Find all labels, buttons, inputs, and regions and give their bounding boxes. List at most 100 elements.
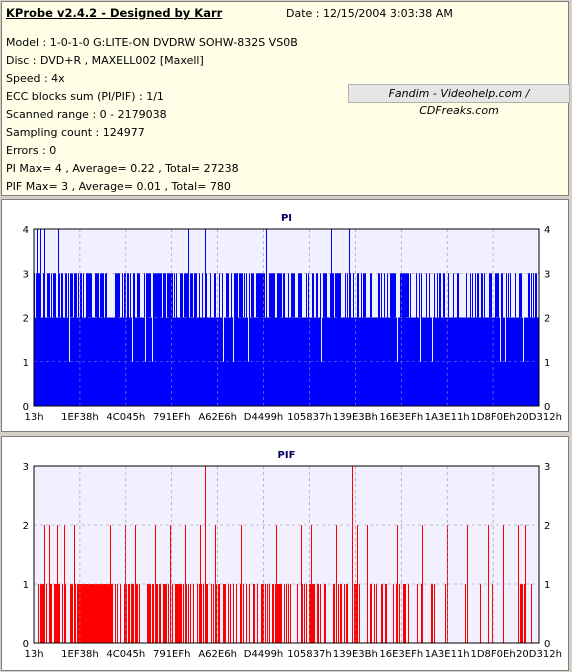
bar: [303, 317, 304, 406]
bar: [451, 317, 452, 406]
bar: [298, 273, 299, 406]
bar: [382, 584, 383, 643]
bar: [110, 317, 111, 406]
bar: [77, 584, 78, 643]
x-tick-label: 1A3E11h: [425, 649, 470, 660]
bar: [189, 317, 190, 406]
bar: [529, 273, 530, 406]
bar: [350, 273, 351, 406]
bar: [56, 317, 57, 406]
bar: [95, 584, 96, 643]
bar: [178, 584, 179, 643]
bar: [314, 584, 315, 643]
bar: [170, 525, 171, 643]
bar: [446, 317, 447, 406]
bar: [421, 273, 422, 406]
bar: [109, 317, 110, 406]
bar: [154, 273, 155, 406]
bar: [465, 584, 466, 643]
bar: [228, 584, 229, 643]
bar: [312, 584, 313, 643]
bar: [515, 273, 516, 406]
bar: [140, 317, 141, 406]
bar: [381, 584, 382, 643]
bar: [506, 273, 507, 406]
bar: [374, 584, 375, 643]
bar: [345, 273, 346, 406]
bar: [533, 273, 534, 406]
bar: [153, 584, 154, 643]
bar: [325, 273, 326, 406]
bar: [69, 361, 70, 406]
bar: [357, 273, 358, 406]
bar: [265, 317, 266, 406]
x-tick-label: 1D8F0Eh: [470, 412, 515, 423]
bar: [274, 273, 275, 406]
info-panel: KProbe v2.4.2 - Designed by Karr Date : …: [1, 1, 570, 196]
bar: [91, 273, 92, 406]
bar: [159, 273, 160, 406]
y-tick-label-left: 2: [23, 521, 29, 532]
bar: [363, 273, 364, 406]
bar: [439, 273, 440, 406]
bar: [279, 273, 280, 406]
bar: [392, 273, 393, 406]
bar: [170, 273, 171, 406]
bar: [440, 273, 441, 406]
bar: [99, 317, 100, 406]
y-tick-label-left: 0: [23, 402, 29, 413]
bar: [87, 273, 88, 406]
bar: [169, 273, 170, 406]
bar: [92, 317, 93, 406]
x-tick-label: 105837h: [287, 649, 332, 660]
bar: [381, 273, 382, 406]
bar: [314, 317, 315, 406]
bar: [128, 584, 129, 643]
bar: [408, 584, 409, 643]
y-tick-label-right: 4: [544, 225, 550, 236]
bar: [359, 584, 360, 643]
bar: [159, 584, 160, 643]
bar: [187, 273, 188, 406]
bar: [445, 317, 446, 406]
bar: [490, 273, 491, 406]
bar: [98, 584, 99, 643]
bar: [260, 273, 261, 406]
bar: [145, 361, 146, 406]
bar: [72, 584, 73, 643]
bar: [518, 525, 519, 643]
bar: [248, 361, 249, 406]
bar: [288, 273, 289, 406]
bar: [278, 584, 279, 643]
scan-date: Date : 12/15/2004 3:03:38 AM: [286, 7, 453, 20]
bar: [370, 273, 371, 406]
bar: [393, 584, 394, 643]
bar: [88, 273, 89, 406]
bar: [59, 584, 60, 643]
bar: [103, 584, 104, 643]
x-tick-label: 13h: [24, 649, 43, 660]
bar: [48, 273, 49, 406]
bar: [520, 273, 521, 406]
bar: [76, 273, 77, 406]
bar: [402, 273, 403, 406]
bar: [464, 317, 465, 406]
bar: [491, 273, 492, 406]
bar: [267, 584, 268, 643]
bar: [125, 273, 126, 406]
bar: [258, 273, 259, 406]
bar: [74, 273, 75, 406]
bar: [290, 584, 291, 643]
bar: [205, 466, 206, 643]
bar: [255, 317, 256, 406]
bar: [175, 317, 176, 406]
bar: [115, 273, 116, 406]
bar: [344, 317, 345, 406]
bar: [313, 273, 314, 406]
bar: [44, 229, 45, 406]
bar: [469, 317, 470, 406]
bar: [186, 584, 187, 643]
bar: [316, 273, 317, 406]
bar: [334, 584, 335, 643]
bar: [422, 317, 423, 406]
